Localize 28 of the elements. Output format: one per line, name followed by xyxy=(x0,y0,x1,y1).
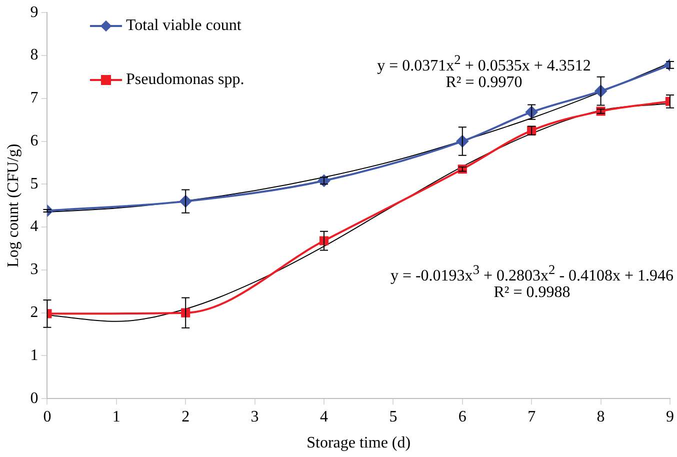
legend-label: Total viable count xyxy=(126,17,242,35)
y-tick-label: 5 xyxy=(30,175,38,192)
y-tick-label: 2 xyxy=(30,304,38,322)
x-tick-label: 2 xyxy=(182,408,190,426)
y-tick-label: 9 xyxy=(30,4,38,21)
x-tick-label: 4 xyxy=(320,408,328,426)
x-axis-title: Storage time (d) xyxy=(306,434,411,452)
legend-label: Pseudomonas spp. xyxy=(126,71,244,89)
x-tick-label: 3 xyxy=(250,408,259,426)
y-tick-label: 8 xyxy=(30,46,38,64)
y-tick-label: 6 xyxy=(30,132,38,150)
x-tick-label: 8 xyxy=(596,408,605,426)
y-tick-label: 3 xyxy=(30,261,38,278)
y-tick-label: 0 xyxy=(30,390,38,407)
x-tick-label: 1 xyxy=(112,408,120,426)
annotation: R² = 0.9970 xyxy=(446,74,522,92)
y-tick-label: 4 xyxy=(30,218,38,236)
annotation: R² = 0.9988 xyxy=(494,284,570,302)
annotation: y = 0.0371x$^{2}$ + 0.0535x + 4.3512 xyxy=(377,52,591,76)
y-tick-label: 1 xyxy=(30,346,38,364)
x-tick-label: 0 xyxy=(43,408,52,426)
x-tick-label: 9 xyxy=(666,408,674,426)
annotation: y = -0.0193x$^{3}$ + 0.2803x$^{2}$ - 0.4108x + 1.946 xyxy=(390,262,674,286)
x-tick-label: 7 xyxy=(528,408,536,426)
x-tick-label: 6 xyxy=(458,408,466,426)
x-tick-label: 5 xyxy=(389,408,398,426)
y-axis-title: Log count (CFU/g) xyxy=(4,144,22,268)
y-tick-label: 7 xyxy=(30,90,38,107)
